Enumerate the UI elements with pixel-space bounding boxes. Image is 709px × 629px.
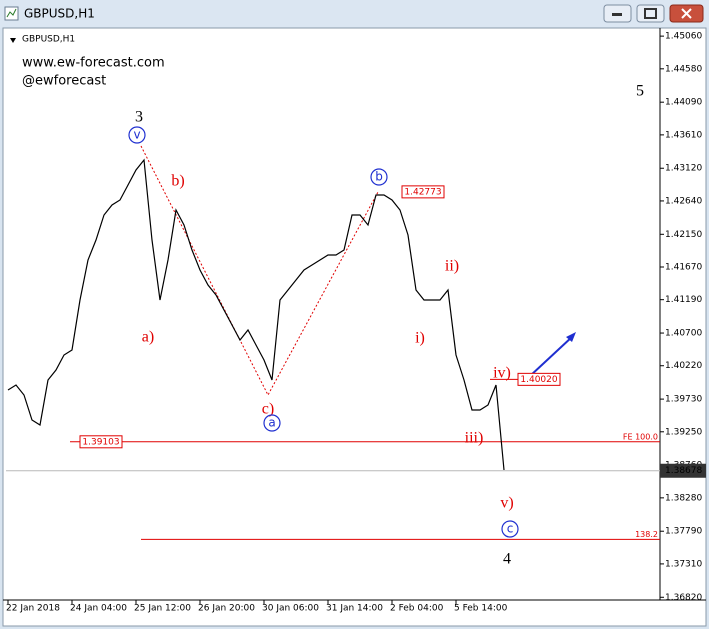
price-label-box [79, 435, 123, 449]
y-tick-label: 1.43120 [665, 164, 702, 174]
wave-label: 5 [636, 83, 644, 100]
wave-label: iii) [465, 430, 484, 447]
y-tick-label: 1.42640 [665, 196, 702, 206]
y-tick-label: 1.41670 [665, 262, 702, 272]
y-tick-label: 1.37790 [665, 527, 702, 537]
window-title: GBPUSD,H1 [24, 7, 95, 21]
watermark: @ewforecast [22, 74, 106, 89]
chart-area [2, 27, 707, 627]
projection-arrow-head [566, 332, 576, 342]
circled-wave-label: v [133, 128, 140, 142]
y-tick-label: 1.44090 [665, 98, 702, 108]
wave-label: 4 [503, 551, 511, 568]
title-bar [0, 0, 709, 28]
y-tick-label: 1.36820 [665, 593, 702, 603]
x-tick-label: 22 Jan 2018 [6, 604, 60, 614]
maximize-icon [644, 8, 657, 19]
circled-wave-label: c [507, 522, 514, 536]
y-tick-label: 1.38280 [665, 493, 702, 503]
y-tick-label: 1.42150 [665, 230, 702, 240]
maximize-button[interactable] [636, 4, 665, 23]
y-tick-label: 1.41190 [665, 295, 702, 305]
wave-label: ii) [445, 258, 459, 275]
y-tick-label: 1.39250 [665, 427, 702, 437]
circled-wave [128, 126, 146, 144]
scroll-marker [10, 38, 16, 43]
projection-arrow [529, 335, 574, 377]
price-label: 1.42773 [404, 187, 441, 197]
wave-label: v) [500, 495, 513, 512]
y-tick-label: 1.45060 [665, 32, 702, 42]
x-tick-label: 30 Jan 06:00 [262, 604, 319, 614]
minimize-icon [612, 13, 622, 16]
wave-connector [140, 145, 379, 397]
wave-label: b) [171, 173, 184, 190]
symbol-label: GBPUSD,H1 [22, 35, 75, 45]
window-icon [6, 8, 17, 18]
x-tick-label: 24 Jan 04:00 [70, 604, 127, 614]
circled-wave [370, 168, 388, 186]
y-tick-label: 1.37310 [665, 559, 702, 569]
y-tick-label: 1.40220 [665, 361, 702, 371]
price-line [7, 158, 505, 471]
y-tick-label: 1.44580 [665, 64, 702, 74]
price-label-box [401, 185, 445, 199]
circled-wave-label: a [268, 416, 275, 430]
circled-wave [263, 414, 281, 432]
watermark: www.ew-forecast.com [22, 56, 165, 71]
y-tick-label: 1.39730 [665, 395, 702, 405]
y-tick-label: 1.40700 [665, 329, 702, 339]
fib-level-label: FE 100.0 [623, 432, 658, 441]
wave-label: a) [142, 329, 154, 346]
circled-wave [501, 520, 519, 538]
current-price-label: 1.38678 [665, 466, 702, 476]
current-price-box [660, 463, 706, 478]
price-label: 1.39103 [82, 437, 119, 447]
x-tick-label: 25 Jan 12:00 [134, 604, 191, 614]
fib-level-label: 138.2 [635, 530, 658, 539]
x-tick-label: 31 Jan 14:00 [326, 604, 383, 614]
wave-label: c) [262, 401, 274, 418]
x-tick-label: 2 Feb 04:00 [390, 604, 444, 614]
wave-label: i) [415, 330, 425, 347]
y-tick-label: 1.43610 [665, 130, 702, 140]
x-tick-label: 26 Jan 20:00 [198, 604, 255, 614]
close-icon [681, 8, 692, 19]
wave-label: iv) [493, 365, 511, 382]
x-tick-label: 5 Feb 14:00 [454, 604, 508, 614]
circled-wave-label: b [375, 170, 383, 184]
wave-label: 3 [135, 109, 143, 126]
price-label: 1.40020 [520, 375, 557, 385]
